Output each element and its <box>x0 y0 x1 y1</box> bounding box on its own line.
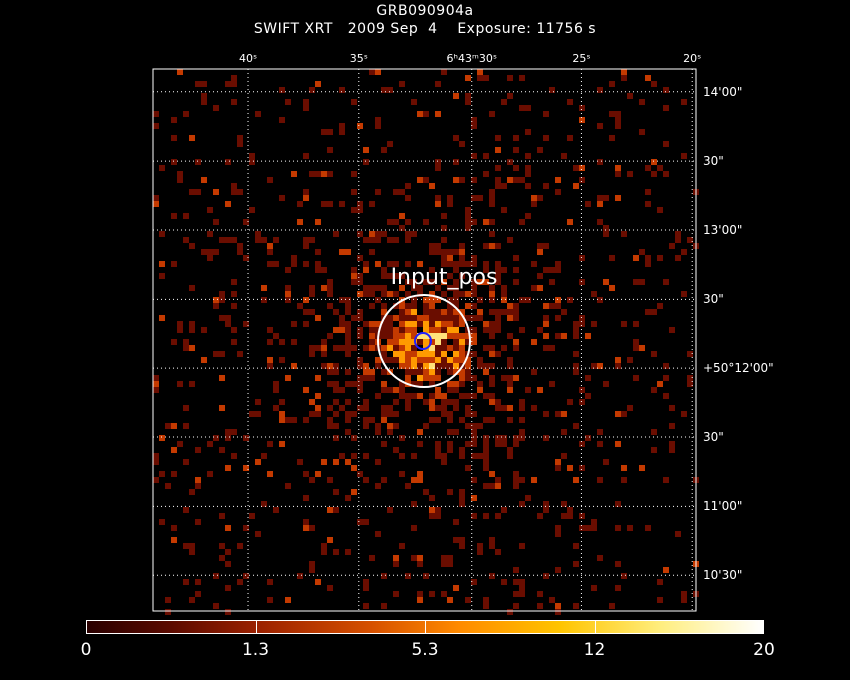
dec-tick-label: 11'00" <box>703 499 743 514</box>
colorbar-tick <box>425 620 426 634</box>
colorbar-tick <box>594 620 596 634</box>
colorbar-label: 20 <box>753 640 775 660</box>
ra-tick-label: 25ˢ <box>572 52 591 65</box>
colorbar-label: 1.3 <box>241 640 270 660</box>
ra-tick-label: 20ˢ <box>683 52 702 65</box>
dec-tick-label: 30" <box>703 430 724 445</box>
colorbar-label: 12 <box>583 640 606 660</box>
dec-tick-label: 13'00" <box>703 222 743 237</box>
image-frame <box>152 68 697 612</box>
coordinate-grid <box>153 69 696 611</box>
image-subtitle: SWIFT XRT 2009 Sep 4 Exposure: 11756 s <box>253 21 597 37</box>
colorbar-tick <box>255 620 257 634</box>
dec-tick-label: 30" <box>703 154 724 169</box>
image-title: GRB090904a <box>376 3 474 19</box>
ra-tick-label: 35ˢ <box>349 52 368 65</box>
count-pixels <box>153 69 699 615</box>
input-position-circle[interactable] <box>414 332 432 350</box>
dec-tick-label: 10'30" <box>703 568 743 583</box>
ra-tick-label: 6ʰ43ᵐ30ˢ <box>446 52 497 65</box>
ra-tick-label: 40ˢ <box>238 52 258 65</box>
colorbar-label: 5.3 <box>411 640 439 660</box>
dec-tick-label: 14'00" <box>703 84 743 99</box>
input-pos-label: Input_pos <box>391 265 498 290</box>
colorbar-label: 0 <box>80 640 92 660</box>
source-region-circle[interactable] <box>377 294 471 388</box>
dec-tick-label: +50°12'00" <box>703 361 774 376</box>
dec-tick-label: 30" <box>703 292 724 307</box>
